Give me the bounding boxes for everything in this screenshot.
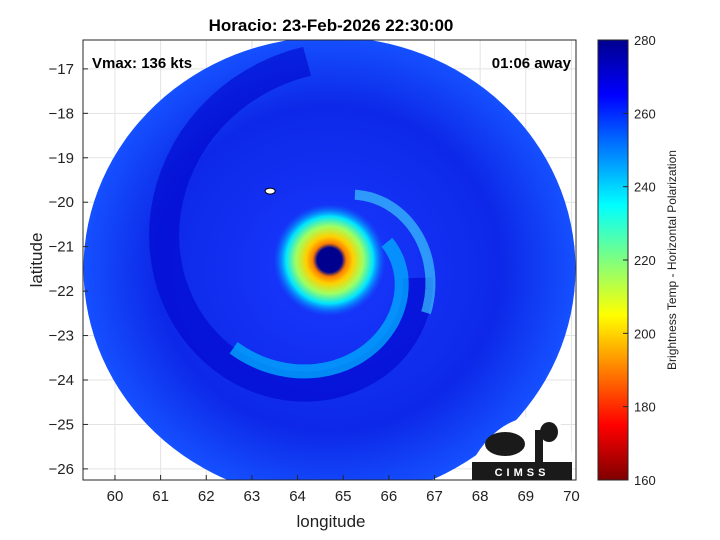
x-tick-label: 60 [107,488,124,505]
x-tick-label: 68 [472,488,489,505]
y-axis-ticks: −17 −18 −19 −20 −21 −22 −23 −24 −25 −26 [49,61,88,478]
x-tick-label: 61 [152,488,169,505]
water-tower-icon [535,430,543,462]
colorbar-tick-label: 260 [634,106,656,121]
colorbar-tick-label: 220 [634,253,656,268]
x-tick-label: 63 [244,488,261,505]
cimss-logo: CIMSS [472,415,572,480]
storm-eye [319,250,340,270]
y-tick-label: −26 [49,461,74,478]
x-tick-label: 65 [335,488,352,505]
y-tick-label: −18 [49,105,74,122]
y-tick-label: −22 [49,283,74,300]
spiral-bands [149,46,436,402]
y-axis-label: latitude [27,233,46,288]
y-tick-label: −20 [49,194,74,211]
y-tick-label: −24 [49,372,74,389]
colorbar-tick-label: 240 [634,180,656,195]
outer-rainband [149,46,433,402]
x-axis-ticks: 60 61 62 63 64 65 66 67 68 69 70 [107,475,580,505]
colorbar-tick-label: 280 [634,33,656,48]
vmax-annotation: Vmax: 136 kts [92,55,192,72]
y-tick-label: −25 [49,416,74,433]
x-tick-label: 62 [198,488,215,505]
y-tick-label: −23 [49,328,74,345]
x-tick-label: 70 [563,488,580,505]
y-tick-label: −19 [49,150,74,167]
colorbar-tick-label: 200 [634,326,656,341]
x-tick-label: 66 [380,488,397,505]
island-outline [264,187,276,195]
colorbar-ticks: 280 260 240 220 200 180 160 [623,33,656,488]
eastern-convection [354,189,436,315]
colorbar-tick-label: 180 [634,400,656,415]
logo-text: CIMSS [495,467,550,479]
brightness-temp-swath [83,40,576,480]
x-axis-label: longitude [296,512,365,531]
satellite-dish-icon [485,432,525,456]
axes-frame [82,39,577,481]
y-tick-label: −17 [49,61,74,78]
chart-title: Horacio: 23-Feb-2026 22:30:00 [209,16,454,35]
x-tick-label: 67 [426,488,443,505]
y-tick-label: −21 [49,239,74,256]
x-tick-label: 64 [289,488,306,505]
colorbar-label: Brightness Temp - Horizontal Polarizatio… [665,150,679,370]
colorbar-tick-label: 160 [634,473,656,488]
time-away-annotation: 01:06 away [492,55,572,72]
inner-rainband [229,237,409,379]
x-tick-label: 69 [517,488,534,505]
